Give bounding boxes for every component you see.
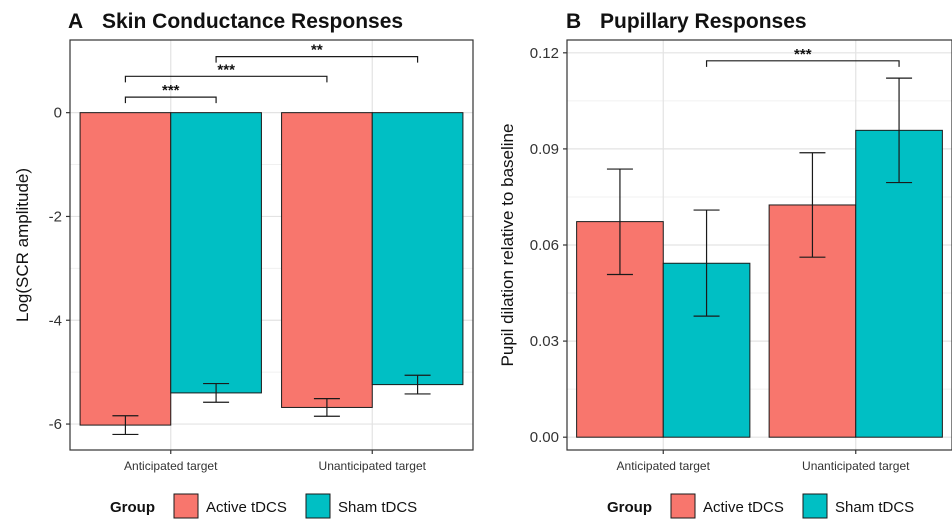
- y-tick-label: -6: [49, 416, 62, 433]
- y-tick-label: -2: [49, 208, 62, 225]
- legend: Group Active tDCS Sham tDCS: [607, 493, 914, 519]
- significance-label: ***: [794, 46, 812, 63]
- panel-b: *** 0.00 0.03 0.06 0.09 0.12 Anticipated targe…: [498, 10, 952, 519]
- legend: Group Active tDCS Sham tDCS: [110, 493, 417, 519]
- y-axis-label: Pupil dilation relative to baseline: [498, 124, 517, 367]
- legend-title: Group: [110, 499, 155, 516]
- legend-title: Group: [607, 499, 652, 516]
- legend-label: Sham tDCS: [338, 499, 417, 516]
- legend-swatch: [173, 493, 199, 519]
- y-tick-label: 0.09: [530, 141, 559, 158]
- chart-title: Skin Conductance Responses: [102, 10, 403, 33]
- significance-bracket: [215, 56, 419, 63]
- panel-letter: B: [566, 10, 581, 33]
- bar: [371, 112, 464, 386]
- y-tick-label: 0.12: [530, 45, 559, 62]
- legend-swatch: [802, 493, 828, 519]
- plot-border: [69, 39, 474, 451]
- bar: [79, 112, 172, 426]
- legend-label: Sham tDCS: [835, 499, 914, 516]
- significance-bracket: [705, 60, 900, 67]
- significance-label: **: [311, 42, 323, 59]
- chart-title: Pupillary Responses: [600, 10, 807, 33]
- legend-label: Active tDCS: [206, 499, 287, 516]
- x-tick-label: Anticipated target: [617, 459, 711, 473]
- significance-bracket: [124, 96, 217, 104]
- panel-letter: A: [68, 10, 83, 33]
- y-tick-label: 0: [54, 105, 62, 122]
- y-tick-label: 0.00: [530, 429, 559, 446]
- x-tick-label: Unanticipated target: [802, 459, 910, 473]
- bar: [281, 112, 373, 408]
- legend-swatch: [670, 493, 696, 519]
- x-tick-label: Anticipated target: [124, 459, 218, 473]
- legend-swatch: [305, 493, 331, 519]
- significance-bracket: [124, 75, 328, 83]
- significance-label: ***: [162, 82, 180, 99]
- y-tick-label: 0.06: [530, 237, 559, 254]
- y-axis-label: Log(SCR amplitude): [13, 168, 32, 322]
- y-tick-label: 0.03: [530, 333, 559, 350]
- y-tick-label: -4: [49, 312, 62, 329]
- significance-label: ***: [217, 61, 235, 78]
- x-tick-label: Unanticipated target: [319, 459, 427, 473]
- legend-label: Active tDCS: [703, 499, 784, 516]
- bar: [170, 112, 262, 394]
